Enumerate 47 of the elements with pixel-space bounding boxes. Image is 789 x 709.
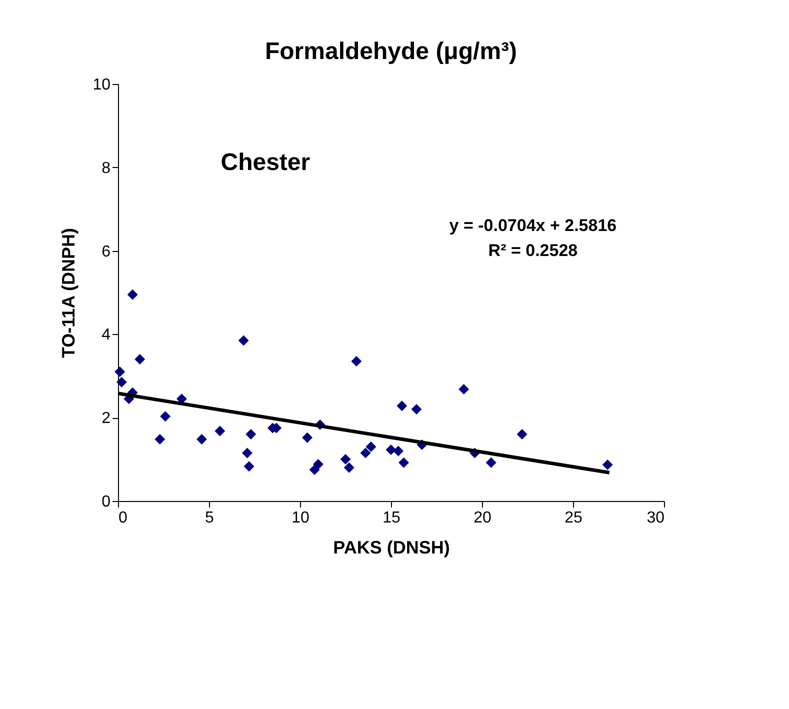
y-tick-label: 6 <box>102 243 111 260</box>
annotation: y = -0.0704x + 2.5816 <box>449 216 617 235</box>
y-tick-label: 10 <box>92 76 111 94</box>
point <box>411 404 422 415</box>
x-axis-title: PAKS (DNSH) <box>333 538 450 558</box>
chart-title: Formaldehyde (μg/m³) <box>264 38 518 65</box>
point <box>127 289 138 300</box>
point <box>458 384 470 394</box>
x-tick-label: 30 <box>646 510 665 526</box>
point <box>516 429 528 440</box>
point <box>134 354 146 364</box>
point <box>114 366 126 377</box>
point <box>214 426 226 436</box>
point <box>486 457 496 468</box>
point <box>602 459 613 470</box>
point <box>340 454 351 465</box>
x-tick-label: 5 <box>205 510 214 526</box>
point <box>196 434 207 445</box>
x-tick-label: 15 <box>382 510 400 526</box>
y-tick-label: 2 <box>102 410 111 428</box>
point <box>242 448 252 458</box>
x-tick-label: 20 <box>474 510 492 526</box>
point <box>396 400 408 412</box>
x-tick-label: 25 <box>564 510 582 526</box>
point <box>366 442 376 452</box>
point <box>312 459 324 470</box>
y-tick-label: 0 <box>102 494 111 510</box>
point <box>393 446 404 456</box>
point <box>360 448 371 458</box>
point <box>154 434 166 445</box>
point <box>344 462 354 473</box>
x-tick-label: 0 <box>118 510 128 526</box>
point <box>398 457 409 468</box>
point <box>351 356 362 367</box>
y-tick-label: 4 <box>102 326 111 344</box>
x-tick-label: 10 <box>292 510 310 526</box>
point <box>246 429 256 440</box>
point <box>116 376 127 388</box>
y-tick-label: 8 <box>102 160 111 177</box>
point <box>238 335 249 346</box>
point <box>302 432 313 443</box>
annotation: R² = 0.2528 <box>488 240 578 260</box>
point <box>244 461 254 472</box>
point <box>160 411 171 422</box>
annotation: Chester <box>220 149 310 176</box>
y-axis-title: TO-11A (DNPH) <box>58 228 79 358</box>
point <box>386 444 396 455</box>
